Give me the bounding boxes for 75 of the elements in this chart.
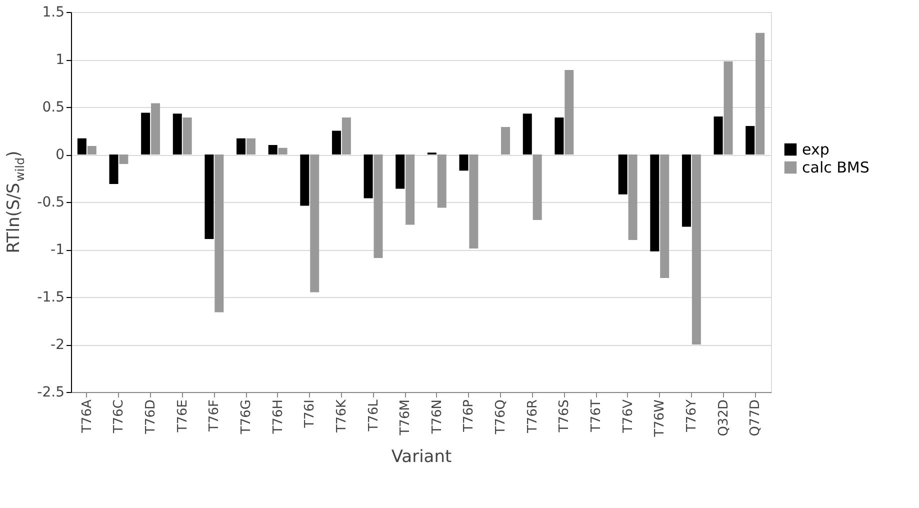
y-tick-label: 1: [56, 52, 64, 68]
x-axis-title: Variant: [391, 446, 452, 467]
bar: [660, 154, 670, 278]
x-tick-label: T76Y: [684, 399, 700, 433]
x-tick-label: T76T: [589, 399, 604, 433]
bar: [650, 154, 660, 252]
x-tick-label: T76V: [620, 399, 636, 434]
bar: [501, 126, 510, 154]
y-tick-label: -2: [50, 337, 64, 353]
bar: [714, 116, 723, 154]
x-tick-label: T76K: [334, 399, 350, 434]
bar: [746, 126, 755, 154]
x-tick-label: T76F: [207, 400, 222, 432]
bar: [182, 117, 192, 154]
x-tick-label: T76I: [302, 400, 318, 429]
legend-label: exp: [802, 140, 830, 158]
bar: [564, 70, 574, 154]
x-tick-label: Q77D: [748, 400, 764, 436]
bar: [437, 154, 446, 208]
bar: [554, 117, 564, 154]
bar: [77, 138, 86, 154]
x-tick-label: T76Q: [494, 400, 509, 436]
x-tick-label: Q32D: [716, 400, 732, 436]
y-axis-title: RTln(S/Swild): [4, 150, 27, 254]
bar: [246, 138, 256, 154]
legend-label: calc BMS: [802, 158, 870, 176]
bar: [522, 114, 532, 154]
x-tick-label: T76R: [525, 400, 540, 434]
x-tick-label: T76W: [652, 399, 668, 438]
bar: [724, 61, 733, 154]
bar: [236, 138, 246, 154]
bar: [268, 145, 278, 154]
bar: [310, 154, 320, 292]
bar: [119, 154, 128, 164]
bar: [87, 146, 96, 154]
bar: [692, 154, 701, 344]
bar: [151, 103, 160, 154]
bar: [204, 154, 214, 240]
bar: [682, 154, 691, 227]
bar: [141, 112, 150, 154]
bar: [469, 154, 478, 249]
bar: [109, 154, 118, 184]
x-tick-label: T76P: [462, 399, 477, 433]
bar: [278, 148, 288, 154]
y-tick-label: -1: [50, 242, 64, 258]
x-tick-label: T76C: [112, 400, 127, 434]
bar: [300, 154, 310, 206]
bar: [618, 154, 628, 194]
bar: [342, 117, 351, 154]
bar: [374, 154, 383, 258]
y-tick-label: -0.5: [37, 194, 64, 210]
x-tick-label: T76H: [270, 400, 286, 435]
bar: [396, 154, 405, 189]
x-tick-label: T76E: [175, 400, 190, 434]
bar: [532, 154, 542, 220]
y-tick-label: 0.5: [42, 100, 64, 116]
x-tick-label: T76D: [144, 400, 159, 435]
bar: [172, 114, 182, 154]
y-tick-label: -2.5: [37, 384, 64, 400]
y-tick-label: 0: [56, 147, 64, 163]
x-tick-label: T76M: [398, 400, 414, 436]
y-tick-label: 1.5: [42, 4, 64, 20]
bar: [628, 154, 638, 240]
bar: [332, 130, 341, 154]
bar: [214, 154, 224, 312]
x-tick-label: T76G: [239, 400, 254, 436]
x-tick-label: T76L: [366, 398, 382, 432]
x-tick-label: T76N: [430, 400, 445, 435]
bar: [364, 154, 373, 198]
bar: [459, 154, 468, 171]
y-tick-label: -1.5: [37, 290, 64, 306]
bar: [406, 154, 415, 225]
bar: [756, 32, 765, 154]
x-tick-label: T76S: [557, 400, 572, 434]
x-tick-label: T76A: [80, 399, 95, 434]
